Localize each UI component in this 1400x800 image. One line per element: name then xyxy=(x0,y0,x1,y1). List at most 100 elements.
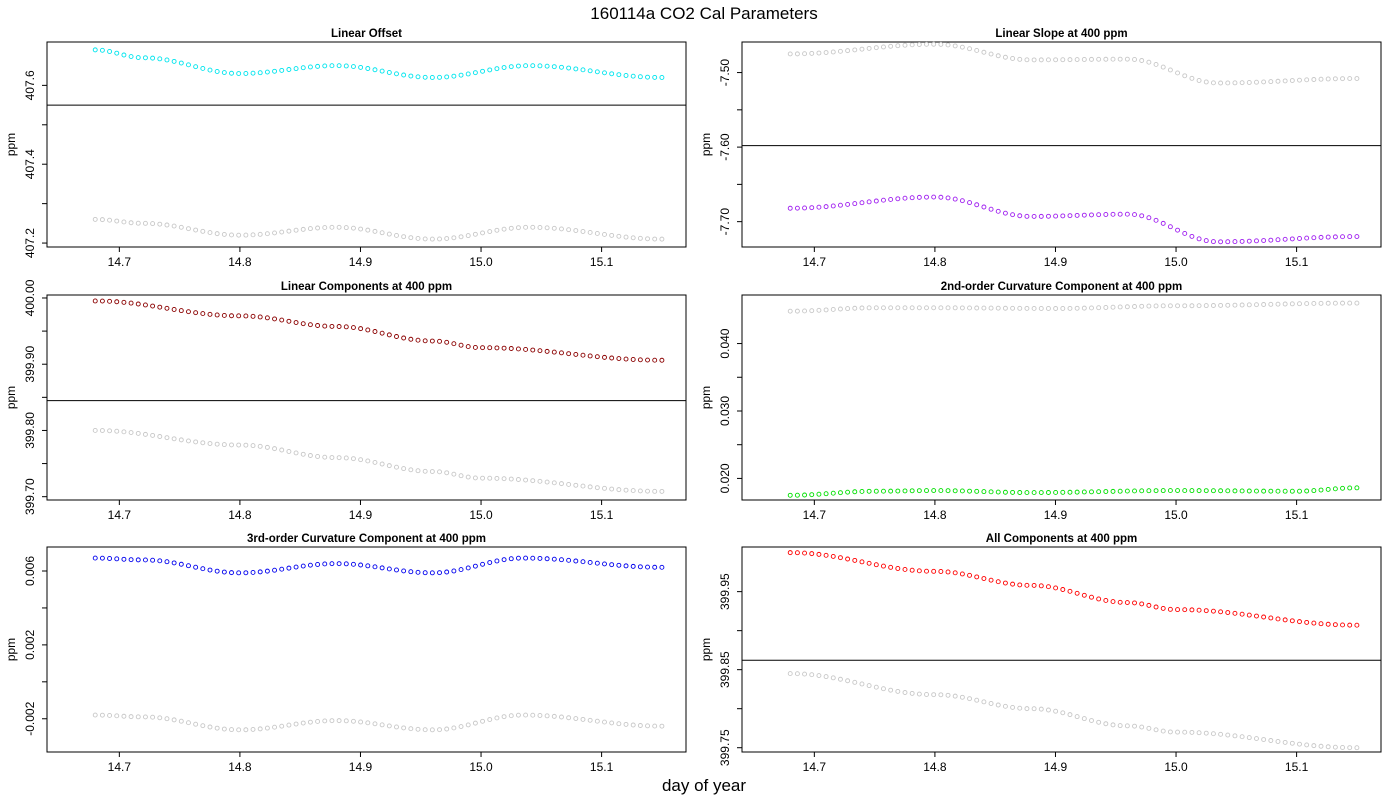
data-point xyxy=(401,725,407,731)
data-point xyxy=(551,349,557,355)
data-point xyxy=(1304,619,1310,625)
data-point xyxy=(794,308,800,314)
data-point xyxy=(437,469,442,475)
data-point xyxy=(1139,303,1145,309)
data-point xyxy=(250,569,256,575)
data-point xyxy=(1182,729,1188,735)
data-point xyxy=(802,308,808,314)
data-point xyxy=(981,204,987,210)
data-point xyxy=(1261,488,1267,494)
data-point xyxy=(902,488,908,494)
data-point xyxy=(186,563,191,569)
data-point xyxy=(257,443,263,449)
data-point xyxy=(1332,300,1338,306)
data-point xyxy=(530,478,536,484)
data-point xyxy=(1038,706,1044,712)
data-point xyxy=(1196,730,1202,736)
y-tick-label: 399.75 xyxy=(718,729,732,766)
data-point xyxy=(214,441,220,447)
data-point xyxy=(1189,303,1195,309)
data-point xyxy=(494,558,500,564)
data-point xyxy=(530,347,536,353)
data-point xyxy=(200,311,206,317)
data-point xyxy=(1340,76,1345,82)
data-point xyxy=(1038,583,1044,589)
data-point xyxy=(236,232,242,238)
data-point xyxy=(1096,719,1102,725)
data-point xyxy=(523,712,529,718)
data-point xyxy=(300,321,306,327)
data-point xyxy=(1139,58,1145,63)
data-point xyxy=(386,463,392,469)
data-point xyxy=(573,66,579,72)
data-point xyxy=(1103,212,1109,217)
data-point xyxy=(974,47,980,53)
data-point xyxy=(1153,217,1159,223)
data-point xyxy=(794,550,800,556)
data-point xyxy=(866,560,872,566)
data-point xyxy=(559,226,564,232)
data-point xyxy=(1282,488,1288,494)
data-point xyxy=(422,338,428,344)
data-point xyxy=(515,346,521,352)
data-point xyxy=(537,713,543,718)
data-point xyxy=(1282,617,1288,623)
data-point xyxy=(458,234,464,240)
data-point xyxy=(1311,301,1317,306)
data-point xyxy=(1160,605,1166,611)
data-point xyxy=(221,569,227,575)
data-point xyxy=(128,220,134,226)
data-point xyxy=(1182,607,1188,613)
data-point xyxy=(451,471,457,477)
data-point xyxy=(916,691,922,697)
y-axis-label: ppm xyxy=(4,386,18,409)
data-point xyxy=(967,572,972,578)
figure-title: 160114a CO2 Cal Parameters xyxy=(590,4,817,23)
data-point xyxy=(537,478,543,484)
data-point xyxy=(816,673,822,678)
data-point xyxy=(551,64,557,70)
data-point xyxy=(924,488,929,494)
data-point xyxy=(952,693,958,699)
data-point xyxy=(1153,488,1159,494)
data-point xyxy=(1289,236,1295,242)
data-point xyxy=(465,71,471,77)
data-point xyxy=(609,71,615,77)
y-axis-label: ppm xyxy=(699,386,713,409)
data-point xyxy=(336,224,342,230)
data-point xyxy=(1275,78,1281,84)
data-point xyxy=(487,229,493,235)
data-point xyxy=(221,231,227,237)
data-point xyxy=(200,440,206,446)
data-point xyxy=(881,44,886,50)
data-point xyxy=(1074,305,1080,311)
data-point xyxy=(895,43,901,49)
data-point xyxy=(1318,743,1324,749)
data-point xyxy=(1318,234,1324,240)
y-tick-label: 399.90 xyxy=(23,346,37,383)
data-point xyxy=(995,208,1001,214)
data-point xyxy=(909,567,915,573)
data-point xyxy=(1182,303,1188,309)
data-point xyxy=(995,489,1001,495)
data-point xyxy=(515,477,521,482)
data-point xyxy=(1232,239,1238,245)
data-point xyxy=(988,701,994,706)
data-point xyxy=(1053,585,1059,591)
data-point xyxy=(816,50,822,56)
data-point xyxy=(458,724,464,730)
data-point xyxy=(1203,303,1209,309)
data-point xyxy=(623,234,629,240)
data-point xyxy=(902,195,908,201)
data-point xyxy=(515,555,521,561)
data-point xyxy=(250,313,256,319)
data-point xyxy=(645,564,650,570)
data-point xyxy=(99,712,105,718)
data-point xyxy=(128,430,134,435)
data-point xyxy=(1289,301,1295,307)
data-point xyxy=(1124,723,1130,729)
data-point xyxy=(157,434,163,439)
x-tick-label: 14.7 xyxy=(108,760,132,774)
data-point xyxy=(1017,490,1023,495)
x-tick-label: 14.8 xyxy=(923,760,947,774)
